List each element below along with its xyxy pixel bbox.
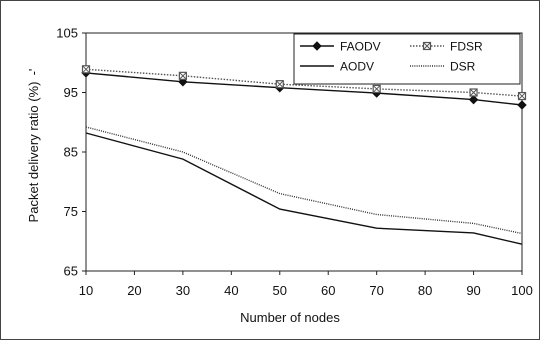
x-tick-label: 30	[176, 283, 190, 298]
series-line-faodv	[85, 72, 523, 106]
data-point-faodv	[517, 100, 527, 110]
series-line-fdsr	[85, 68, 523, 97]
legend-label-faodv: FAODV	[340, 40, 381, 54]
x-tick-label: 70	[369, 283, 383, 298]
data-point-fdsr	[372, 84, 381, 94]
data-point-fdsr	[517, 91, 527, 101]
x-tick-label: 100	[511, 283, 533, 298]
x-tick-label: 50	[273, 283, 287, 298]
x-tick-label: 10	[79, 283, 93, 298]
y-tick-label: 85	[64, 145, 78, 160]
x-axis-label: Number of nodes	[240, 310, 340, 325]
legend-label-fdsr: FDSR	[450, 40, 483, 54]
series-line-aodv	[85, 132, 523, 245]
legend-label-dsr: DSR	[450, 60, 476, 74]
data-point-fdsr	[81, 65, 91, 74]
data-point-fdsr	[469, 88, 478, 97]
data-point-fdsr	[178, 71, 187, 80]
y-tick-label: 65	[64, 264, 78, 279]
series-layer	[81, 65, 527, 245]
legend-marker-fdsr	[422, 41, 432, 51]
y-axis-label: Packet delivery ratio (%)	[26, 82, 41, 223]
data-point-faodv	[468, 94, 479, 105]
data-point-fdsr	[275, 80, 284, 89]
legend-box	[293, 33, 521, 85]
legend-label-aodv: AODV	[340, 60, 374, 74]
x-axis-ticks: 10 20 30 40 50 60 70 80 90 100	[79, 271, 533, 298]
x-tick-label: 40	[224, 283, 238, 298]
x-tick-label: 80	[418, 283, 432, 298]
y-tick-label: 75	[64, 204, 78, 219]
y-tick-label: 105	[56, 26, 78, 41]
y-tick-label: 95	[64, 85, 78, 100]
y-axis-ticks: 65 75 85 95 105	[56, 26, 86, 279]
legend-marker-faodv	[312, 41, 322, 51]
x-tick-label: 90	[466, 283, 480, 298]
y-axis-label-suffix: -'	[26, 69, 41, 76]
x-tick-label: 20	[127, 283, 141, 298]
legend: FAODV FDSR AODV DSR	[293, 33, 521, 85]
x-tick-label: 60	[321, 283, 335, 298]
